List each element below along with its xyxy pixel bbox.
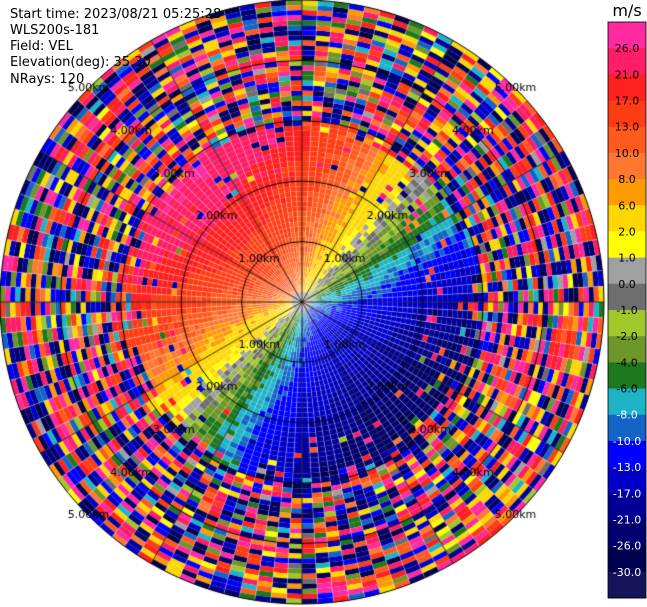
colorbar-swatch [608, 571, 646, 599]
colorbar-unit: m/s [612, 1, 641, 20]
colorbar-swatch [608, 100, 646, 128]
colorbar-swatch [608, 388, 646, 416]
colorbar-swatch [608, 336, 646, 363]
colorbar-swatch [608, 126, 646, 154]
colorbar-swatch [608, 545, 646, 573]
colorbar-swatch [608, 22, 646, 49]
colorbar-swatch [608, 257, 646, 285]
elevation-label: Elevation(deg): 35.30 [10, 55, 151, 70]
colorbar-frame [607, 21, 647, 599]
colorbar-tick-label: 8.0 [618, 173, 636, 186]
colorbar-swatch [608, 152, 646, 180]
nrays-label: NRays: 120 [10, 72, 85, 87]
colorbar-tick-label: 13.0 [615, 121, 640, 134]
colorbar-swatch [608, 519, 646, 547]
colorbar-tick-label: 17.0 [615, 95, 640, 108]
field-label: Field: VEL [10, 39, 73, 54]
colorbar-swatch [608, 493, 646, 520]
colorbar-swatch [608, 48, 646, 75]
colorbar-tick-label: 21.0 [615, 68, 640, 81]
colorbar-tick-label: -8.0 [616, 409, 637, 422]
colorbar-tick-label: 10.0 [615, 147, 640, 160]
colorbar-tick-label: -17.0 [613, 487, 641, 500]
colorbar-tick-label: 2.0 [618, 225, 636, 238]
colorbar-tick-label: -13.0 [613, 461, 641, 474]
colorbar-tick-label: -6.0 [616, 383, 637, 396]
colorbar-tick-label: -26.0 [613, 540, 641, 553]
colorbar-swatch [608, 310, 646, 337]
colorbar-swatch [608, 205, 646, 232]
colorbar-tick-label: -21.0 [613, 513, 641, 526]
colorbar-swatch [608, 231, 646, 259]
site-label: WLS200s-181 [10, 23, 100, 38]
colorbar-swatch [608, 467, 646, 494]
start-time-label: Start time: 2023/08/21 05:25:28 [10, 7, 222, 22]
colorbar-tick-label: 1.0 [618, 252, 636, 265]
colorbar-swatch [608, 414, 646, 442]
colorbar-swatch [608, 74, 646, 102]
colorbar-swatch [608, 283, 646, 311]
colorbar-tick-label: -1.0 [616, 304, 637, 317]
colorbar-swatch [608, 362, 646, 390]
colorbar-tick-label: -2.0 [616, 330, 637, 343]
colorbar-tick-label: -4.0 [616, 356, 637, 369]
colorbar-tick-label: -30.0 [613, 566, 641, 579]
colorbar-tick-label: 6.0 [618, 199, 636, 212]
colorbar-swatch [608, 440, 646, 468]
colorbar-swatch [608, 179, 646, 206]
colorbar-tick-label: 26.0 [615, 42, 640, 55]
colorbar-tick-label: -10.0 [613, 435, 641, 448]
colorbar-tick-label: 0.0 [618, 278, 636, 291]
